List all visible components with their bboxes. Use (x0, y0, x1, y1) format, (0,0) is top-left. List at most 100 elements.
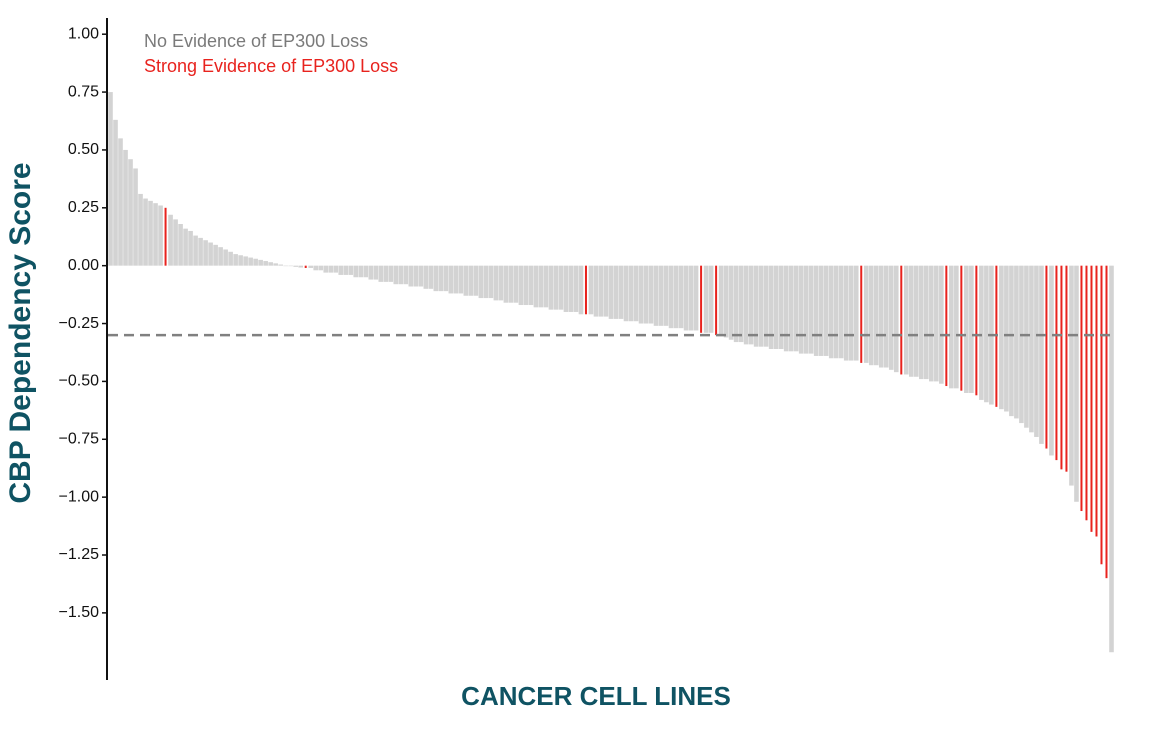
bar (1004, 265, 1009, 412)
bar (338, 265, 344, 275)
bar (548, 265, 554, 310)
bar (718, 265, 724, 336)
bar (1069, 265, 1074, 486)
bar (543, 265, 549, 308)
bar (683, 265, 689, 331)
bar (773, 265, 779, 349)
bar (304, 265, 307, 268)
y-tick-label: 0.25 (68, 199, 99, 216)
bar (663, 265, 669, 326)
bar (668, 265, 674, 329)
bar (118, 138, 123, 266)
bar (960, 265, 963, 391)
bar (278, 264, 283, 266)
bar (929, 265, 934, 382)
bar (939, 265, 944, 384)
bar (700, 265, 703, 333)
bar (238, 255, 243, 266)
bar (368, 265, 374, 280)
bar (658, 265, 664, 326)
bar (748, 265, 754, 345)
bar (753, 265, 759, 347)
bar (488, 265, 494, 299)
bar (593, 265, 599, 317)
bar (728, 265, 734, 340)
bar (428, 265, 434, 289)
bar (900, 265, 903, 375)
y-tick-label: −0.75 (59, 430, 100, 447)
bar (638, 265, 644, 324)
bar (588, 265, 594, 315)
legend-entry: No Evidence of EP300 Loss (144, 31, 368, 51)
bar (288, 265, 293, 267)
bar (969, 265, 974, 393)
bar (123, 149, 128, 266)
bar (793, 265, 799, 352)
bar (628, 265, 634, 322)
bar (273, 263, 278, 266)
bar (1074, 265, 1079, 502)
bar (258, 259, 263, 266)
bar (888, 265, 894, 370)
bar (860, 265, 863, 363)
bar (919, 265, 924, 380)
bar (838, 265, 844, 359)
bar (178, 224, 183, 266)
bar (468, 265, 474, 296)
bar (153, 203, 158, 266)
bar (893, 265, 899, 373)
bar (518, 265, 524, 306)
y-tick-label: 0.50 (68, 141, 99, 158)
bar (253, 258, 258, 266)
bar (203, 240, 208, 266)
bar (1014, 265, 1019, 419)
bar (553, 265, 559, 310)
bar (348, 265, 354, 275)
bar (318, 265, 324, 271)
bar (453, 265, 459, 294)
bar (623, 265, 629, 322)
bar (218, 247, 223, 266)
bar (999, 265, 1004, 410)
bar (803, 265, 809, 354)
bar (1100, 265, 1103, 565)
bar (924, 265, 929, 380)
bar (758, 265, 764, 347)
bar (228, 251, 233, 266)
bar (173, 219, 178, 266)
y-tick-label: −0.25 (59, 315, 100, 332)
bar (333, 265, 339, 273)
bar (168, 214, 173, 266)
bar (648, 265, 654, 324)
bar (653, 265, 659, 326)
bar (848, 265, 854, 361)
x-axis-title: CANCER CELL LINES (461, 681, 731, 711)
bar (788, 265, 794, 352)
bar (478, 265, 484, 299)
bar (573, 265, 579, 312)
bar (388, 265, 394, 282)
bar (538, 265, 544, 308)
bar (263, 261, 268, 266)
bar (783, 265, 789, 352)
bar (378, 265, 384, 282)
bar (213, 244, 218, 266)
bar (113, 119, 118, 266)
bar (603, 265, 609, 317)
bar (673, 265, 679, 329)
bar (715, 265, 718, 336)
bar (1039, 265, 1044, 444)
bar (138, 193, 143, 266)
bar (818, 265, 824, 356)
bar (223, 249, 228, 266)
bar (268, 262, 273, 266)
bar (975, 265, 978, 396)
bar (558, 265, 564, 310)
bar (1029, 265, 1034, 433)
y-tick-label: 1.00 (68, 25, 99, 42)
bar (813, 265, 819, 356)
bar (945, 265, 948, 387)
bar (703, 265, 709, 333)
bar (233, 254, 238, 266)
bar (493, 265, 499, 301)
